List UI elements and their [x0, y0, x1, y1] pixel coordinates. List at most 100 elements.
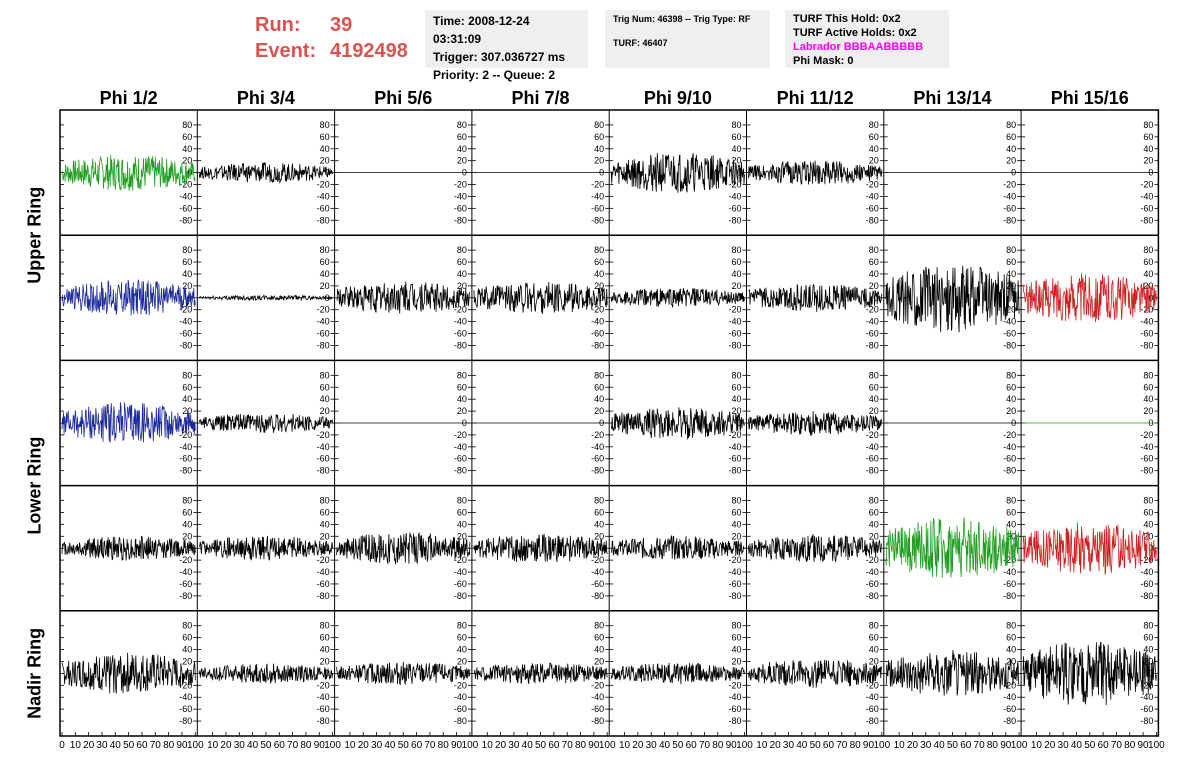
y-tick-label: -60 — [1140, 203, 1153, 213]
x-tick-label: 80 — [1124, 740, 1136, 751]
y-tick-label: 80 — [457, 245, 467, 255]
y-tick-label: 0 — [874, 293, 879, 303]
y-tick-label: 80 — [731, 370, 741, 380]
y-tick-label: -60 — [179, 454, 192, 464]
y-tick-label: -60 — [1003, 454, 1016, 464]
y-tick-label: 20 — [320, 281, 330, 291]
y-tick-label: 20 — [1143, 156, 1153, 166]
y-tick-label: -80 — [317, 215, 330, 225]
y-tick-label: -40 — [1140, 692, 1153, 702]
y-tick-label: 40 — [1143, 519, 1153, 529]
x-tick-label: 70 — [562, 740, 574, 751]
y-tick-label: 20 — [594, 281, 604, 291]
y-tick-label: 60 — [869, 132, 879, 142]
y-tick-label: 80 — [731, 496, 741, 506]
y-tick-label: -40 — [454, 442, 467, 452]
x-tick-label: 20 — [358, 740, 370, 751]
run-value: 39 — [330, 14, 353, 36]
y-tick-label: 40 — [1006, 645, 1016, 655]
y-tick-label: 40 — [182, 519, 192, 529]
x-tick-label: 30 — [920, 740, 932, 751]
y-tick-label: 60 — [1143, 633, 1153, 643]
y-tick-label: -40 — [866, 191, 879, 201]
y-tick-label: 20 — [182, 531, 192, 541]
y-tick-label: -80 — [1003, 466, 1016, 476]
y-tick-label: 20 — [869, 406, 879, 416]
y-tick-label: 0 — [736, 168, 741, 178]
y-tick-label: -60 — [454, 454, 467, 464]
y-tick-label: 60 — [1006, 507, 1016, 517]
y-tick-label: -80 — [454, 716, 467, 726]
y-tick-label: -40 — [728, 317, 741, 327]
y-tick-label: -20 — [728, 305, 741, 315]
y-tick-label: -20 — [317, 430, 330, 440]
y-tick-label: 20 — [594, 531, 604, 541]
y-tick-label: 0 — [325, 668, 330, 678]
y-tick-label: 0 — [736, 418, 741, 428]
y-tick-label: 80 — [182, 245, 192, 255]
y-tick-label: 40 — [594, 519, 604, 529]
y-tick-label: 40 — [731, 394, 741, 404]
y-tick-label: -40 — [1003, 442, 1016, 452]
y-tick-label: 40 — [320, 144, 330, 154]
y-tick-label: 20 — [731, 281, 741, 291]
y-tick-label: 20 — [1006, 156, 1016, 166]
y-tick-label: 0 — [599, 293, 604, 303]
y-tick-label: -40 — [454, 191, 467, 201]
y-tick-label: -40 — [317, 191, 330, 201]
y-tick-label: 40 — [182, 269, 192, 279]
y-tick-label: 80 — [457, 621, 467, 631]
column-header: Phi 1/2 — [100, 88, 158, 108]
y-tick-label: 0 — [736, 293, 741, 303]
x-tick-label: 80 — [575, 740, 587, 751]
y-tick-label: -60 — [728, 203, 741, 213]
y-tick-label: 20 — [182, 281, 192, 291]
y-tick-label: 60 — [457, 633, 467, 643]
y-tick-label: -40 — [1140, 442, 1153, 452]
y-tick-label: -20 — [866, 555, 879, 565]
y-tick-label: -60 — [1003, 329, 1016, 339]
x-tick-label: 20 — [495, 740, 507, 751]
time-trigger-box: Time: 2008-12-24 03:31:09 Trigger: 307.0… — [425, 10, 588, 82]
y-tick-label: 20 — [320, 156, 330, 166]
x-tick-label: 100 — [324, 740, 341, 751]
y-tick-label: 80 — [594, 120, 604, 130]
y-tick-label: -20 — [454, 305, 467, 315]
y-tick-label: 20 — [869, 281, 879, 291]
y-tick-label: 0 — [462, 668, 467, 678]
y-tick-label: 80 — [869, 120, 879, 130]
x-tick-label: 30 — [371, 740, 383, 751]
column-header: Phi 15/16 — [1051, 88, 1129, 108]
y-tick-label: 20 — [731, 406, 741, 416]
x-tick-label: 70 — [974, 740, 986, 751]
y-tick-label: 80 — [1143, 621, 1153, 631]
waveform-trace — [336, 661, 471, 686]
turf-this-hold-text: TURF This Hold: 0x2 — [793, 13, 901, 25]
y-tick-label: -60 — [728, 704, 741, 714]
y-tick-label: 20 — [457, 656, 467, 666]
y-tick-label: 60 — [594, 633, 604, 643]
y-tick-label: 80 — [1006, 120, 1016, 130]
column-header: Phi 3/4 — [237, 88, 295, 108]
y-tick-label: 80 — [1006, 370, 1016, 380]
waveform-trace — [61, 652, 196, 694]
y-tick-label: 40 — [457, 394, 467, 404]
y-tick-label: 0 — [874, 168, 879, 178]
y-tick-label: -40 — [866, 692, 879, 702]
y-tick-label: 20 — [731, 156, 741, 166]
y-tick-label: -20 — [591, 305, 604, 315]
y-tick-label: 40 — [182, 394, 192, 404]
phi-mask-text: Phi Mask: 0 — [793, 55, 854, 67]
y-tick-label: -80 — [728, 466, 741, 476]
y-tick-label: 60 — [594, 382, 604, 392]
y-tick-label: 60 — [869, 633, 879, 643]
waveform-trace — [61, 535, 196, 561]
x-tick-label: 100 — [1011, 740, 1028, 751]
y-tick-label: -80 — [179, 340, 192, 350]
y-tick-label: 40 — [457, 269, 467, 279]
y-tick-label: -80 — [179, 466, 192, 476]
y-tick-label: -40 — [454, 567, 467, 577]
y-tick-label: -20 — [454, 555, 467, 565]
y-tick-label: 60 — [182, 382, 192, 392]
y-tick-label: 60 — [1143, 257, 1153, 267]
